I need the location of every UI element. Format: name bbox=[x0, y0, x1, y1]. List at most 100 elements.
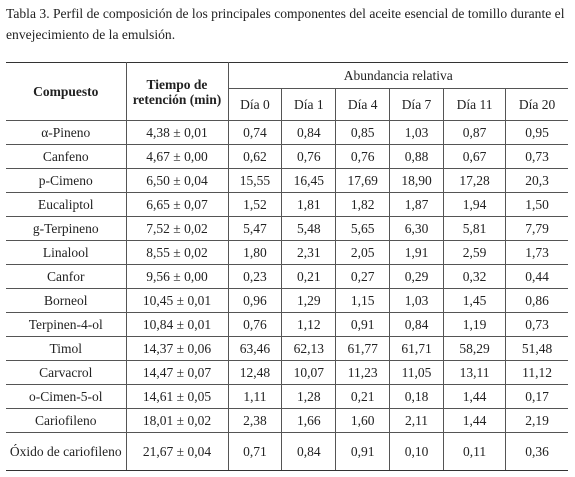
value-cell: 7,79 bbox=[505, 216, 568, 241]
value-cell: 1,45 bbox=[442, 288, 507, 313]
value-cell: 0,91 bbox=[335, 312, 391, 337]
value-cell: 5,81 bbox=[442, 216, 507, 241]
value-cell: 0,76 bbox=[281, 144, 337, 169]
value-cell: 0,32 bbox=[442, 264, 507, 289]
value-cell: 1,44 bbox=[442, 384, 507, 409]
value-cell: 5,48 bbox=[281, 216, 337, 241]
compound-cell: Borneol bbox=[6, 288, 127, 313]
value-cell: 0,96 bbox=[227, 288, 283, 313]
time-cell: 8,55 ± 0,02 bbox=[125, 240, 229, 265]
value-cell: 0,67 bbox=[442, 144, 507, 169]
value-cell: 1,12 bbox=[281, 312, 337, 337]
compound-cell: Linalool bbox=[6, 240, 127, 265]
compound-cell: Cariofileno bbox=[6, 408, 127, 433]
table-row: α-Pineno 4,38 ± 0,01 0,74 0,84 0,85 1,03 0,87 0… bbox=[6, 120, 568, 145]
value-cell: 0,29 bbox=[389, 264, 444, 289]
value-cell: 12,48 bbox=[227, 360, 283, 385]
value-cell: 1,87 bbox=[389, 192, 444, 217]
value-cell: 0,88 bbox=[389, 144, 444, 169]
value-cell: 1,03 bbox=[389, 288, 444, 313]
header-compound: Compuesto bbox=[6, 62, 127, 121]
table-row: Linalool 8,55 ± 0,02 1,80 2,31 2,05 1,91 2,59 1… bbox=[6, 240, 568, 265]
value-cell: 0,73 bbox=[505, 144, 568, 169]
value-cell: 1,73 bbox=[505, 240, 568, 265]
time-cell: 7,52 ± 0,02 bbox=[125, 216, 229, 241]
time-cell: 18,01 ± 0,02 bbox=[125, 408, 229, 433]
value-cell: 0,21 bbox=[335, 384, 391, 409]
value-cell: 0,21 bbox=[281, 264, 337, 289]
compound-cell: p-Cimeno bbox=[6, 168, 127, 193]
value-cell: 0,23 bbox=[227, 264, 283, 289]
value-cell: 0,84 bbox=[281, 432, 337, 471]
value-cell: 0,76 bbox=[227, 312, 283, 337]
value-cell: 1,44 bbox=[442, 408, 507, 433]
value-cell: 2,38 bbox=[227, 408, 283, 433]
value-cell: 17,28 bbox=[442, 168, 507, 193]
value-cell: 1,81 bbox=[281, 192, 337, 217]
value-cell: 0,44 bbox=[505, 264, 568, 289]
header-time: Tiempo de retención (min) bbox=[125, 62, 229, 121]
value-cell: 0,84 bbox=[389, 312, 444, 337]
compound-cell: Terpinen-4-ol bbox=[6, 312, 127, 337]
value-cell: 5,65 bbox=[335, 216, 391, 241]
header-day: Día 7 bbox=[389, 88, 444, 121]
time-cell: 9,56 ± 0,00 bbox=[125, 264, 229, 289]
value-cell: 18,90 bbox=[389, 168, 444, 193]
value-cell: 0,11 bbox=[442, 432, 507, 471]
value-cell: 0,17 bbox=[505, 384, 568, 409]
value-cell: 0,84 bbox=[281, 120, 337, 145]
table-row: g-Terpineno 7,52 ± 0,02 5,47 5,48 5,65 6,30 5,… bbox=[6, 216, 568, 241]
value-cell: 0,87 bbox=[442, 120, 507, 145]
value-cell: 62,13 bbox=[281, 336, 337, 361]
value-cell: 0,27 bbox=[335, 264, 391, 289]
table-row: Timol 14,37 ± 0,06 63,46 62,13 61,77 61,71 58,… bbox=[6, 336, 568, 361]
value-cell: 6,30 bbox=[389, 216, 444, 241]
caption-label: Tabla 3. bbox=[6, 6, 50, 21]
value-cell: 2,05 bbox=[335, 240, 391, 265]
time-cell: 10,45 ± 0,01 bbox=[125, 288, 229, 313]
value-cell: 1,11 bbox=[227, 384, 283, 409]
value-cell: 20,3 bbox=[505, 168, 568, 193]
compound-cell: Óxido de cariofileno bbox=[6, 432, 127, 471]
value-cell: 15,55 bbox=[227, 168, 283, 193]
value-cell: 13,11 bbox=[442, 360, 507, 385]
value-cell: 0,36 bbox=[505, 432, 568, 471]
compound-cell: Eucaliptol bbox=[6, 192, 127, 217]
table-row: Eucaliptol 6,65 ± 0,07 1,52 1,81 1,82 1,87 1,9… bbox=[6, 192, 568, 217]
value-cell: 1,82 bbox=[335, 192, 391, 217]
value-cell: 2,19 bbox=[505, 408, 568, 433]
compound-cell: α-Pineno bbox=[6, 120, 127, 145]
value-cell: 1,91 bbox=[389, 240, 444, 265]
value-cell: 1,66 bbox=[281, 408, 337, 433]
compound-cell: Canfor bbox=[6, 264, 127, 289]
value-cell: 1,03 bbox=[389, 120, 444, 145]
value-cell: 2,11 bbox=[389, 408, 444, 433]
value-cell: 0,18 bbox=[389, 384, 444, 409]
value-cell: 17,69 bbox=[335, 168, 391, 193]
time-cell: 4,38 ± 0,01 bbox=[125, 120, 229, 145]
value-cell: 1,15 bbox=[335, 288, 391, 313]
value-cell: 10,07 bbox=[281, 360, 337, 385]
value-cell: 1,52 bbox=[227, 192, 283, 217]
table-row: Terpinen-4-ol 10,84 ± 0,01 0,76 1,12 0,91 0,8… bbox=[6, 312, 568, 337]
value-cell: 51,48 bbox=[505, 336, 568, 361]
table-row: Canfeno 4,67 ± 0,00 0,62 0,76 0,76 0,88 0,67 0,… bbox=[6, 144, 568, 169]
value-cell: 0,86 bbox=[505, 288, 568, 313]
value-cell: 2,31 bbox=[281, 240, 337, 265]
compound-cell: Canfeno bbox=[6, 144, 127, 169]
time-cell: 6,50 ± 0,04 bbox=[125, 168, 229, 193]
value-cell: 61,71 bbox=[389, 336, 444, 361]
table-row: p-Cimeno 6,50 ± 0,04 15,55 16,45 17,69 18,90 1… bbox=[6, 168, 568, 193]
header-day: Día 0 bbox=[228, 88, 283, 121]
value-cell: 16,45 bbox=[281, 168, 337, 193]
value-cell: 0,62 bbox=[227, 144, 283, 169]
value-cell: 1,80 bbox=[227, 240, 283, 265]
value-cell: 0,10 bbox=[389, 432, 444, 471]
header-day: Día 4 bbox=[335, 88, 391, 121]
time-cell: 4,67 ± 0,00 bbox=[125, 144, 229, 169]
table-row: Canfor 9,56 ± 0,00 0,23 0,21 0,27 0,29 0,32 0,4… bbox=[6, 264, 568, 289]
value-cell: 0,73 bbox=[505, 312, 568, 337]
compound-cell: Timol bbox=[6, 336, 127, 361]
value-cell: 0,76 bbox=[335, 144, 391, 169]
